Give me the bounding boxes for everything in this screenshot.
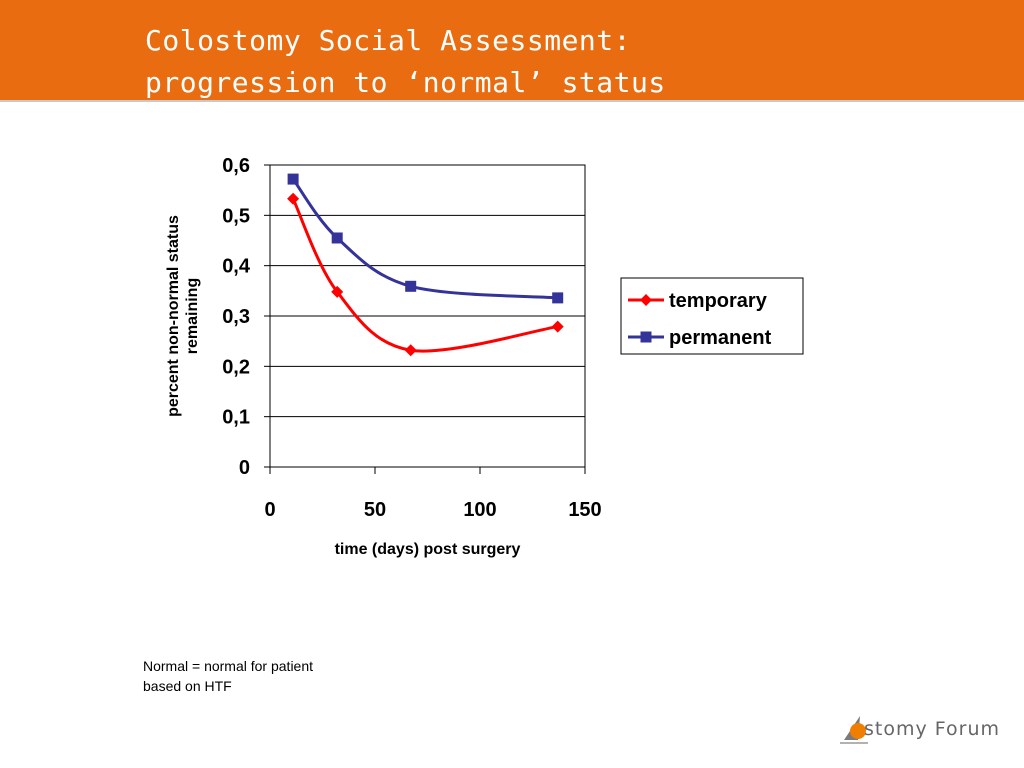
data-point-temporary xyxy=(551,320,564,333)
y-axis-title-line: percent non-normal status xyxy=(165,215,182,417)
x-tick-label: 50 xyxy=(364,499,386,521)
series-line-permanent xyxy=(291,178,558,300)
y-axis-title-line: remaining xyxy=(184,278,201,354)
x-axis-title: time (days) post surgery xyxy=(335,541,521,558)
line-chart: 0 0,1 0,2 0,3 0,4 0,5 0,6 0 50 100 150 time (days) … xyxy=(165,155,804,558)
logo-mark-icon xyxy=(840,716,868,744)
x-tick-label: 100 xyxy=(463,499,496,521)
y-tick-label: 0,1 xyxy=(222,407,250,429)
footnote-line-1: Normal = normal for patient xyxy=(143,658,314,674)
data-point-permanent xyxy=(287,173,299,185)
chart-legend: temporary permanent xyxy=(620,277,804,355)
series-line-temporary xyxy=(291,198,558,353)
legend-label-permanent: permanent xyxy=(669,327,772,349)
y-tick-label: 0,6 xyxy=(222,155,250,177)
y-tick-label: 0,5 xyxy=(222,205,250,227)
y-tick-label: 0,3 xyxy=(222,306,250,328)
data-point-temporary xyxy=(404,344,417,357)
y-axis-title: percent non-normal status remaining xyxy=(165,215,201,417)
legend-marker-permanent xyxy=(640,331,652,343)
data-point-permanent xyxy=(405,280,417,292)
data-point-permanent xyxy=(331,232,343,244)
slide-title: Colostomy Social Assessment: progression… xyxy=(145,20,666,104)
data-point-temporary xyxy=(331,285,344,298)
y-tick-label: 0,4 xyxy=(222,256,251,278)
y-tick-label: 0,2 xyxy=(222,356,250,378)
header-band xyxy=(0,0,1024,102)
legend-label-temporary: temporary xyxy=(669,290,768,312)
slide-title-line-1: Colostomy Social Assessment: xyxy=(145,24,632,57)
x-tick-label: 0 xyxy=(264,499,275,521)
x-tick-label: 150 xyxy=(568,499,601,521)
legend-marker-temporary xyxy=(640,294,652,306)
y-tick-label: 0 xyxy=(239,457,250,479)
footnote-line-2: based on HTF xyxy=(143,678,232,694)
slide-title-line-2: progression to ‘normal’ status xyxy=(145,66,666,99)
ostomy-forum-logo: stomy Forum xyxy=(838,710,1001,750)
footnote: Normal = normal for patient based on HTF xyxy=(143,656,313,696)
data-point-permanent xyxy=(552,292,564,304)
data-point-temporary xyxy=(287,192,300,205)
logo-text: stomy Forum xyxy=(864,718,1001,740)
